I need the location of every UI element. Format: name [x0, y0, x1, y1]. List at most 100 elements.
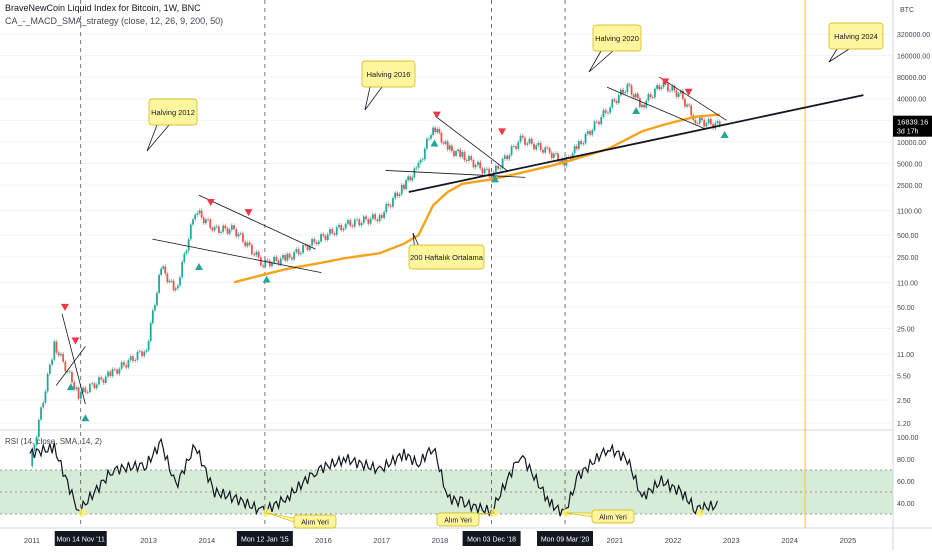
- price-candle: [448, 145, 451, 150]
- time-axis-label: 2016: [315, 536, 332, 545]
- price-candle: [684, 98, 686, 107]
- price-candle: [277, 260, 280, 265]
- price-candle: [602, 110, 605, 118]
- price-candle: [630, 85, 633, 95]
- price-candle: [149, 323, 152, 342]
- price-candle: [242, 233, 244, 242]
- price-candle: [595, 121, 598, 123]
- price-candle: [187, 239, 190, 251]
- price-candle: [530, 138, 533, 144]
- price-candle: [255, 251, 258, 256]
- price-candle: [486, 168, 488, 170]
- price-candle: [342, 228, 345, 231]
- price-axis-tick: 500.00: [897, 233, 919, 240]
- price-candle: [145, 350, 148, 352]
- price-candle: [647, 94, 650, 101]
- price-candle: [421, 159, 424, 161]
- price-candle: [440, 132, 443, 143]
- price-candle: [320, 234, 322, 242]
- price-candle: [669, 90, 671, 92]
- rsi-axis-tick: 80.00: [897, 457, 915, 464]
- price-candle: [344, 223, 347, 229]
- price-candle: [419, 160, 422, 163]
- price-candle: [196, 213, 199, 215]
- price-candle: [302, 245, 305, 253]
- price-candle: [37, 419, 40, 437]
- price-candle: [194, 214, 197, 220]
- price-candle: [654, 88, 656, 98]
- price-candle: [213, 226, 216, 231]
- price-candle: [179, 277, 181, 286]
- price-candle: [172, 280, 175, 291]
- price-candle: [331, 229, 334, 234]
- price-candle: [409, 176, 412, 181]
- price-candle: [526, 143, 529, 145]
- callout-buy-3: [591, 509, 635, 524]
- price-candle: [598, 121, 600, 125]
- callout-halving-2016-label: Halving 2016: [367, 70, 411, 79]
- price-candle: [228, 229, 231, 234]
- price-candle: [389, 205, 392, 207]
- price-candle: [593, 121, 596, 131]
- price-candle: [122, 362, 125, 366]
- callout-halving-2024: [828, 22, 884, 50]
- price-candle: [170, 280, 173, 282]
- price-candle: [313, 239, 316, 243]
- price-candle: [306, 245, 309, 251]
- rsi-line: [29, 437, 719, 517]
- price-candle: [360, 222, 363, 226]
- price-candle: [380, 214, 383, 219]
- price-candle: [613, 99, 616, 102]
- price-candle: [444, 141, 447, 144]
- price-candle: [349, 220, 352, 226]
- callout-halving-2024-label: Halving 2024: [834, 32, 878, 41]
- price-axis-tick: 320000.00: [897, 32, 930, 39]
- price-candle: [230, 225, 233, 230]
- price-candle: [46, 373, 49, 392]
- price-candle: [362, 216, 365, 223]
- price-candle: [226, 228, 229, 234]
- rsi-low-highlight: [78, 508, 87, 517]
- time-axis-label: 2017: [373, 536, 390, 545]
- price-candle: [62, 353, 65, 362]
- price-axis-tick: 1.20: [897, 421, 911, 428]
- price-candle: [48, 364, 51, 374]
- callout-buy-2: [436, 512, 480, 527]
- price-candle: [60, 353, 62, 356]
- price-candle: [651, 97, 654, 98]
- price-candle: [158, 274, 160, 293]
- price-candle: [636, 93, 639, 99]
- price-candle: [586, 131, 589, 135]
- price-candle: [205, 219, 207, 224]
- price-candle: [463, 152, 466, 161]
- price-candle: [162, 266, 165, 269]
- buy-marker-icon: [430, 139, 439, 147]
- buy-marker-icon: [720, 130, 729, 138]
- price-candle: [82, 387, 85, 392]
- buy-marker-icon: [195, 262, 204, 270]
- price-candle: [453, 151, 455, 156]
- price-candle: [132, 356, 134, 361]
- price-candle: [634, 93, 637, 98]
- price-candle: [253, 254, 256, 256]
- price-candle: [299, 252, 302, 255]
- price-candle: [356, 219, 358, 221]
- price-candle: [465, 160, 468, 161]
- price-candle: [217, 226, 220, 233]
- price-candle: [174, 288, 177, 291]
- rsi-low-highlight: [696, 508, 705, 517]
- price-candle: [235, 229, 238, 237]
- price-candle: [189, 224, 192, 240]
- price-candle: [222, 225, 225, 232]
- price-candle: [686, 104, 688, 107]
- time-axis-label: 2013: [140, 536, 157, 545]
- price-candle: [392, 198, 394, 207]
- price-candle: [262, 265, 265, 267]
- price-candle: [544, 147, 547, 153]
- price-candle: [311, 239, 313, 246]
- price-candle: [438, 128, 441, 133]
- price-candle: [450, 145, 453, 152]
- price-candle: [432, 127, 435, 136]
